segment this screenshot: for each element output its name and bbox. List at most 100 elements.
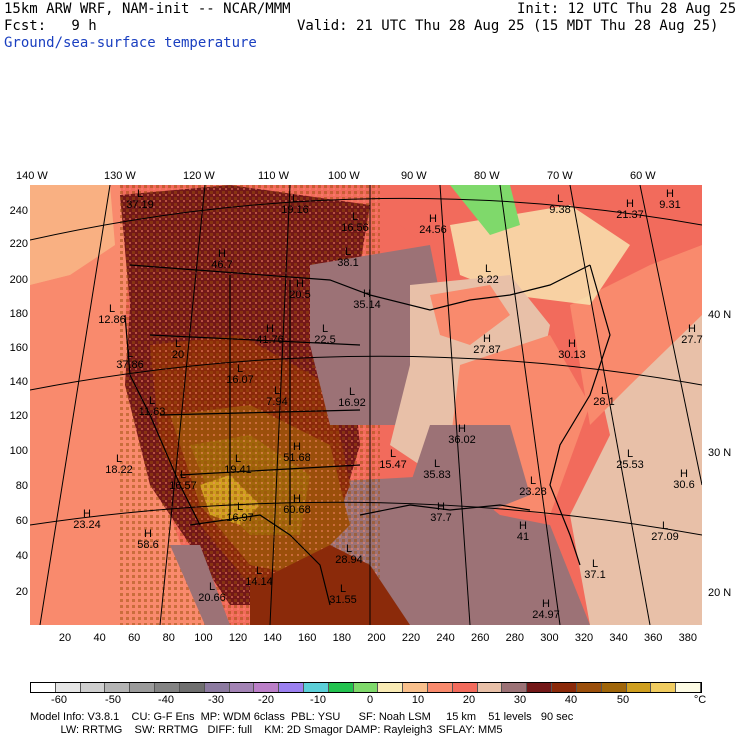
colorbar-unit: °C: [693, 694, 707, 706]
extremum-type: L: [255, 565, 263, 577]
extremum-annotation: L 27.09: [650, 521, 680, 543]
extremum-annotation: L 23.28: [518, 476, 548, 498]
extremum-type: L: [321, 323, 329, 335]
extremum-value: 8.22: [477, 274, 499, 286]
extremum-type: L: [236, 363, 244, 375]
x-grid-label: 340: [609, 632, 628, 644]
extremum-type: L: [626, 448, 634, 460]
field-name: Ground/sea-surface temperature: [4, 35, 257, 51]
extremum-type: H: [293, 441, 301, 453]
lon-label: 120 W: [183, 170, 215, 182]
extremum-type: L: [174, 338, 182, 350]
lon-label: 140 W: [16, 170, 48, 182]
extremum-annotation: L 18.22: [104, 454, 134, 476]
extremum-value: 23.28: [519, 486, 547, 498]
extremum-value: 58.6: [137, 539, 159, 551]
extremum-type: H: [666, 188, 674, 200]
extremum-annotation: L 28.1: [589, 386, 619, 408]
extremum-type: H: [296, 278, 304, 290]
model-info-line2: LW: RRTMG SW: RRTMG DIFF: full KM: 2D Sm…: [30, 724, 503, 736]
x-grid-label: 80: [162, 632, 175, 644]
valid-time: Valid: 21 UTC Thu 28 Aug 25 (15 MDT Thu …: [297, 18, 719, 34]
extremum-annotation: L 37.86: [115, 349, 145, 371]
x-grid-label: 180: [332, 632, 351, 644]
colorbar-swatch: [676, 683, 701, 692]
x-grid-label: 280: [505, 632, 524, 644]
colorbar-swatch: [80, 683, 106, 692]
extremum-annotation: L 28.94: [334, 544, 364, 566]
colorbar-tick-label: -40: [158, 694, 174, 706]
y-grid-label: 100: [9, 445, 28, 457]
extremum-type: L: [484, 263, 492, 275]
extremum-value: 41: [516, 531, 530, 543]
baja: [170, 545, 230, 625]
extremum-type: L: [556, 193, 564, 205]
extremum-annotation: L 20.66: [197, 582, 227, 604]
extremum-value: 19.16: [281, 204, 309, 216]
extremum-value: 35.83: [423, 469, 451, 481]
extremum-annotation: L 16.07: [225, 364, 255, 386]
colorbar-tick-label: 30: [513, 694, 527, 706]
extremum-type: H: [363, 288, 371, 300]
extremum-annotation: H 51.68: [282, 442, 312, 464]
extremum-value: 46.7: [211, 259, 233, 271]
extremum-value: 24.56: [419, 224, 447, 236]
colorbar-swatch: [651, 683, 677, 692]
extremum-value: 51.68: [283, 452, 311, 464]
extremum-type: L: [351, 211, 359, 223]
extremum-annotation: L 9.38: [545, 194, 575, 216]
extremum-type: L: [348, 386, 356, 398]
colorbar-swatch: [576, 683, 602, 692]
extremum-type: L: [108, 303, 116, 315]
extremum-annotation: L 16.92: [337, 387, 367, 409]
x-grid-label: 120: [228, 632, 248, 644]
extremum-annotation: H 35.14: [352, 289, 382, 311]
lon-label: 130 W: [104, 170, 136, 182]
colorbar-tick-label: -60: [51, 694, 67, 706]
y-grid-label: 220: [9, 238, 28, 250]
extremum-value: 28.94: [335, 554, 363, 566]
extremum-value: 27.09: [651, 531, 679, 543]
extremum-type: H: [626, 198, 634, 210]
x-grid-label: 160: [298, 632, 317, 644]
colorbar-swatch: [452, 683, 478, 692]
extremum-value: 16.97: [226, 512, 254, 524]
extremum-annotation: L 15.47: [378, 449, 408, 471]
extremum-value: 36.02: [448, 434, 476, 446]
colorbar-swatch: [626, 683, 652, 692]
borders: [124, 264, 611, 606]
colorbar-swatch: [303, 683, 329, 692]
model-info-line1: Model Info: V3.8.1 CU: G-F Ens MP: WDM 6…: [30, 711, 574, 723]
extremum-value: 24.97: [532, 609, 560, 621]
y-grid-label: 120: [9, 410, 28, 422]
x-grid-label: 260: [471, 632, 490, 644]
colorbar-swatch: [527, 683, 553, 692]
lat-label: 40 N: [708, 309, 732, 321]
extremum-value: 27.87: [473, 344, 501, 356]
extremum-type: H: [680, 468, 688, 480]
colorbar-swatch: [502, 683, 528, 692]
colorbar: [30, 682, 702, 693]
extremum-type: H: [266, 323, 274, 335]
extremum-annotation: H 41: [508, 521, 538, 543]
extremum-value: 18.22: [105, 464, 133, 476]
extremum-type: L: [136, 188, 144, 200]
extremum-value: 11.63: [138, 406, 166, 418]
x-grid-label: 140: [263, 632, 282, 644]
lon-label: 70 W: [547, 170, 573, 182]
extremum-value: 23.24: [73, 519, 101, 531]
lat-label: 30 N: [708, 447, 732, 459]
extremum-type: H: [83, 508, 91, 520]
extremum-type: H: [483, 333, 491, 345]
extremum-type: H: [144, 528, 152, 540]
colorbar-tick-label: -20: [258, 694, 274, 706]
extremum-value: 30.13: [558, 349, 586, 361]
x-grid-label: 300: [540, 632, 559, 644]
y-grid-label: 40: [15, 550, 28, 562]
extremum-type: H: [542, 598, 550, 610]
colorbar-tick-label: 20: [462, 694, 476, 706]
colorbar-swatch: [403, 683, 428, 692]
extremum-annotation: L 16.57: [168, 470, 198, 492]
extremum-annotation: H 37.7: [426, 502, 456, 524]
y-grid-label: 80: [15, 480, 28, 492]
